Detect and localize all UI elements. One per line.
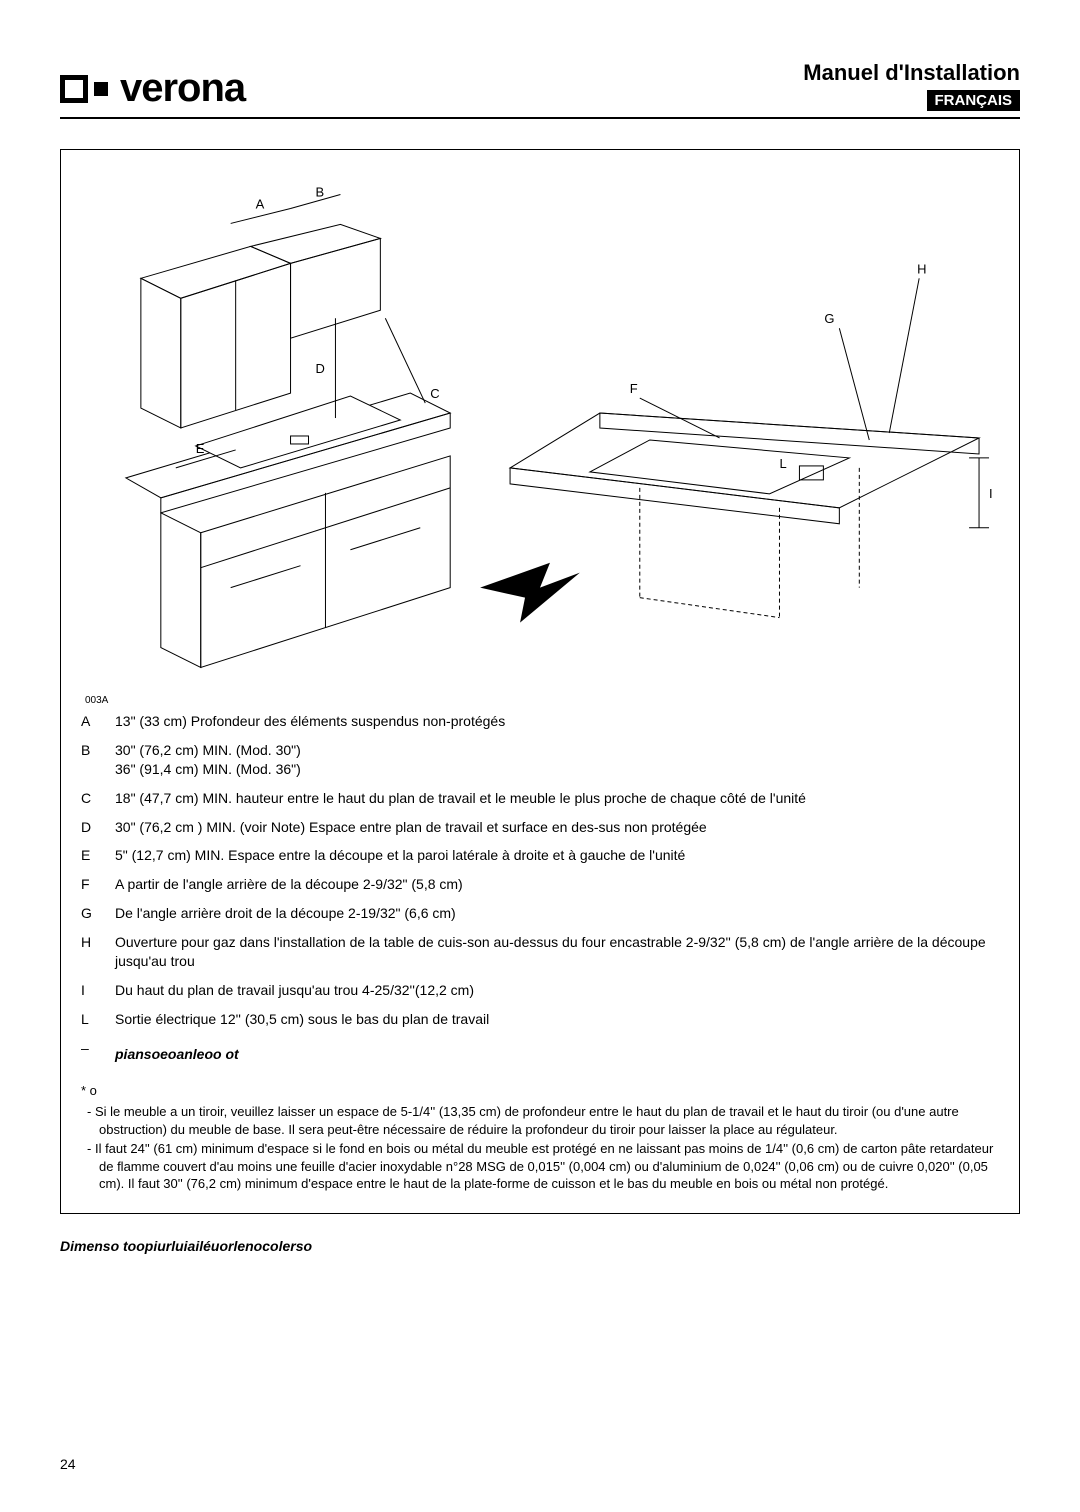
svg-text:E: E (196, 441, 205, 456)
dim-letter: B (81, 741, 115, 779)
italic-text: piansoeoanleoo ot (115, 1045, 239, 1064)
brand-logo: verona (60, 66, 245, 111)
dim-letter: I (81, 981, 115, 1000)
dim-text: A partir de l'angle arrière de la découp… (115, 875, 999, 894)
dim-letter: H (81, 933, 115, 971)
dim-letter: A (81, 712, 115, 731)
dash: – (81, 1039, 115, 1072)
note-item: Il faut 24'' (61 cm) minimum d'espace si… (99, 1140, 999, 1193)
note-list: Si le meuble a un tiroir, veuillez laiss… (81, 1103, 999, 1193)
dim-text: 30" (76,2 cm ) MIN. (voir Note) Espace e… (115, 818, 999, 837)
dim-text: Du haut du plan de travail jusqu'au trou… (115, 981, 999, 1000)
dim-text: Sortie électrique 12'' (30,5 cm) sous le… (115, 1010, 999, 1029)
svg-text:L: L (779, 456, 786, 471)
dim-row: D30" (76,2 cm ) MIN. (voir Note) Espace … (81, 818, 999, 837)
logo-square-solid (94, 82, 108, 96)
dimensions-list: A13" (33 cm) Profondeur des éléments sus… (81, 712, 999, 1193)
logo-square-outline (60, 75, 88, 103)
brand-name: verona (120, 66, 245, 111)
dim-row: GDe l'angle arrière droit de la découpe … (81, 904, 999, 923)
dim-text: 30" (76,2 cm) MIN. (Mod. 30") 36" (91,4 … (115, 741, 999, 779)
document-title: Manuel d'Installation (803, 60, 1020, 86)
language-badge: FRANÇAIS (927, 90, 1021, 111)
dim-letter: E (81, 846, 115, 865)
dim-text: 18" (47,7 cm) MIN. hauteur entre le haut… (115, 789, 999, 808)
italic-line: – piansoeoanleoo ot (81, 1039, 999, 1072)
svg-text:I: I (989, 486, 993, 501)
dim-row: IDu haut du plan de travail jusqu'au tro… (81, 981, 999, 1000)
dim-letter: G (81, 904, 115, 923)
dim-row: LSortie électrique 12'' (30,5 cm) sous l… (81, 1010, 999, 1029)
dim-text: De l'angle arrière droit de la découpe 2… (115, 904, 999, 923)
dim-row: FA partir de l'angle arrière de la décou… (81, 875, 999, 894)
svg-text:F: F (630, 381, 638, 396)
dim-row: HOuverture pour gaz dans l'installation … (81, 933, 999, 971)
svg-text:D: D (315, 361, 324, 376)
dim-text: 5" (12,7 cm) MIN. Espace entre la découp… (115, 846, 999, 865)
figure-number: 003A (85, 695, 999, 706)
page-header: verona Manuel d'Installation FRANÇAIS (60, 60, 1020, 119)
note-item: Si le meuble a un tiroir, veuillez laiss… (99, 1103, 999, 1138)
dim-letter: F (81, 875, 115, 894)
dim-row: A13" (33 cm) Profondeur des éléments sus… (81, 712, 999, 731)
dim-letter: C (81, 789, 115, 808)
page-number: 24 (60, 1456, 76, 1472)
dim-text: 13" (33 cm) Profondeur des éléments susp… (115, 712, 999, 731)
note-head: * o (81, 1082, 999, 1100)
dim-row: B30" (76,2 cm) MIN. (Mod. 30") 36" (91,4… (81, 741, 999, 779)
dim-letter: L (81, 1010, 115, 1029)
installation-diagram: A B D C E (81, 168, 999, 688)
svg-text:C: C (430, 386, 439, 401)
svg-text:B: B (315, 185, 324, 200)
dim-text: Ouverture pour gaz dans l'installation d… (115, 933, 999, 971)
content-frame: A B D C E (60, 149, 1020, 1214)
logo-mark (60, 75, 108, 103)
figure-caption: Dimenso toopiurluiailéuorlenocolerso (60, 1238, 1020, 1254)
svg-text:G: G (824, 311, 834, 326)
dim-row: C18" (47,7 cm) MIN. hauteur entre le hau… (81, 789, 999, 808)
dim-letter: D (81, 818, 115, 837)
header-right: Manuel d'Installation FRANÇAIS (803, 60, 1020, 111)
svg-text:H: H (917, 261, 926, 276)
dim-row: E5" (12,7 cm) MIN. Espace entre la décou… (81, 846, 999, 865)
svg-text:A: A (256, 196, 265, 211)
